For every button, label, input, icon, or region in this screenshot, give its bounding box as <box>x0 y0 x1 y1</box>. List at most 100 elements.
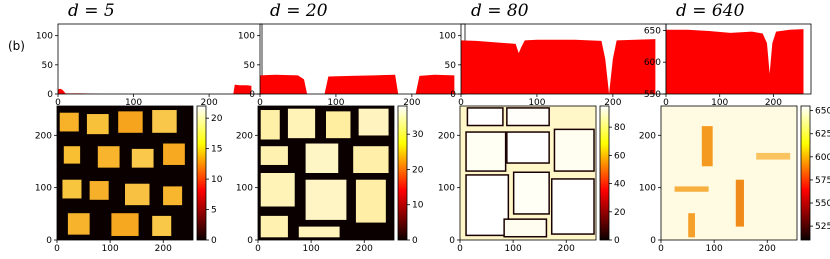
heatmap-cell <box>466 175 508 235</box>
heatmap-cell <box>152 215 172 236</box>
chart-title: d = 80 <box>471 1 529 21</box>
x-tick-label: 0 <box>663 98 669 108</box>
heatmap-cell <box>287 108 316 139</box>
heatmap-cell <box>163 186 183 206</box>
y-tick-label: 100 <box>439 32 456 42</box>
panel-label: (b) <box>8 39 25 53</box>
heatmap-cell <box>756 152 791 160</box>
colorbar-tick-label: 15 <box>211 145 222 155</box>
colorbar-tick-label: 30 <box>412 130 424 140</box>
area <box>58 84 252 94</box>
heatmap-cell <box>305 143 339 173</box>
colorbar-tick-label: 550 <box>815 199 830 209</box>
heatmap-cell <box>305 179 347 220</box>
heatmap-cell <box>555 130 594 171</box>
colorbar-tick-label: 40 <box>614 180 626 190</box>
colorbar-tick-label: 575 <box>815 176 830 186</box>
heatmap-cell <box>298 226 340 238</box>
y-tick-label: 100 <box>36 32 53 42</box>
heatmap-cell <box>111 213 139 236</box>
colorbar-tick-label: 20 <box>614 208 626 218</box>
heatmap-cell <box>674 186 709 192</box>
x-tick-label: 0 <box>658 244 664 254</box>
colorbar <box>800 105 811 241</box>
y-tick-label: 100 <box>35 184 52 194</box>
x-tick-label: 200 <box>765 98 782 108</box>
heatmap-cell <box>97 146 120 168</box>
heatmap-cell <box>504 219 546 236</box>
y-tick-label: 0 <box>46 236 52 246</box>
chart-title: d = 5 <box>68 1 115 21</box>
heatmap-cell <box>353 146 389 173</box>
heatmap-cell <box>260 110 280 140</box>
colorbar-tick-label: 5 <box>211 206 217 216</box>
heatmap-cell <box>67 213 90 235</box>
colorbar-tick-label: 600 <box>815 153 830 163</box>
heatmap-cell <box>260 215 288 238</box>
x-tick-label: 0 <box>257 98 263 108</box>
heatmap-cell <box>86 114 109 135</box>
y-tick-label: 600 <box>644 58 661 68</box>
heatmap-cell <box>260 173 295 207</box>
y-tick-label: 200 <box>438 131 455 141</box>
y-tick-label: 200 <box>236 131 253 141</box>
y-tick-label: 0 <box>249 90 255 100</box>
colorbar <box>196 105 207 241</box>
x-tick-label: 0 <box>457 244 463 254</box>
heatmap-cell <box>163 143 185 165</box>
heatmap-cell <box>131 148 154 168</box>
heatmap-cell <box>466 132 505 171</box>
x-tick-label: 0 <box>54 244 60 254</box>
heatmap-cell <box>514 173 549 214</box>
y-tick-label: 100 <box>238 32 255 42</box>
y-tick-label: 0 <box>47 90 53 100</box>
x-tick-label: 200 <box>201 98 218 108</box>
area <box>260 74 455 94</box>
heatmap-cell <box>125 183 150 206</box>
heatmap-cell <box>701 126 713 167</box>
y-tick-label: 0 <box>450 90 456 100</box>
x-tick-label: 200 <box>155 244 172 254</box>
colorbar-tick-label: 650 <box>815 107 830 117</box>
axes-frame <box>459 105 597 241</box>
y-tick-label: 50 <box>244 61 256 71</box>
heatmap-cell <box>118 111 143 133</box>
chart-title: d = 20 <box>270 1 328 21</box>
heatmap-cell <box>63 146 81 164</box>
heatmap-bg <box>661 106 797 240</box>
colorbar <box>599 105 610 241</box>
heatmap-cell <box>688 213 695 238</box>
axes-frame <box>257 105 395 241</box>
heatmap-cell <box>59 112 79 132</box>
x-tick-label: 100 <box>102 244 119 254</box>
heatmap-cell <box>358 108 389 136</box>
heatmap-cell <box>468 108 503 125</box>
axes-frame <box>665 23 812 95</box>
colorbar-tick-label: 525 <box>815 222 830 232</box>
heatmap-cell <box>260 146 288 165</box>
colorbar-tick-label: 0 <box>412 236 418 246</box>
x-tick-label: 200 <box>604 98 621 108</box>
axes-frame <box>660 105 798 241</box>
y-tick-label: 100 <box>639 184 656 194</box>
colorbar-tick-label: 0 <box>211 236 217 246</box>
y-tick-label: 100 <box>236 184 253 194</box>
y-tick-label: 200 <box>35 131 52 141</box>
colorbar <box>397 105 408 241</box>
heatmap-cell <box>326 111 351 139</box>
x-tick-label: 0 <box>55 98 61 108</box>
y-tick-label: 650 <box>644 26 661 36</box>
x-tick-label: 100 <box>303 244 320 254</box>
colorbar-tick-label: 10 <box>412 201 424 211</box>
x-tick-label: 200 <box>403 98 420 108</box>
heatmap-cell <box>355 179 386 223</box>
heatmap-cell <box>62 179 82 199</box>
colorbar-tick-label: 20 <box>412 165 424 175</box>
x-tick-label: 200 <box>759 244 776 254</box>
y-tick-label: 50 <box>445 61 457 71</box>
y-tick-label: 0 <box>247 236 253 246</box>
heatmap-cell <box>507 108 549 125</box>
colorbar-tick-label: 80 <box>614 123 626 133</box>
colorbar-tick-label: 625 <box>815 130 830 140</box>
x-tick-label: 100 <box>125 98 142 108</box>
